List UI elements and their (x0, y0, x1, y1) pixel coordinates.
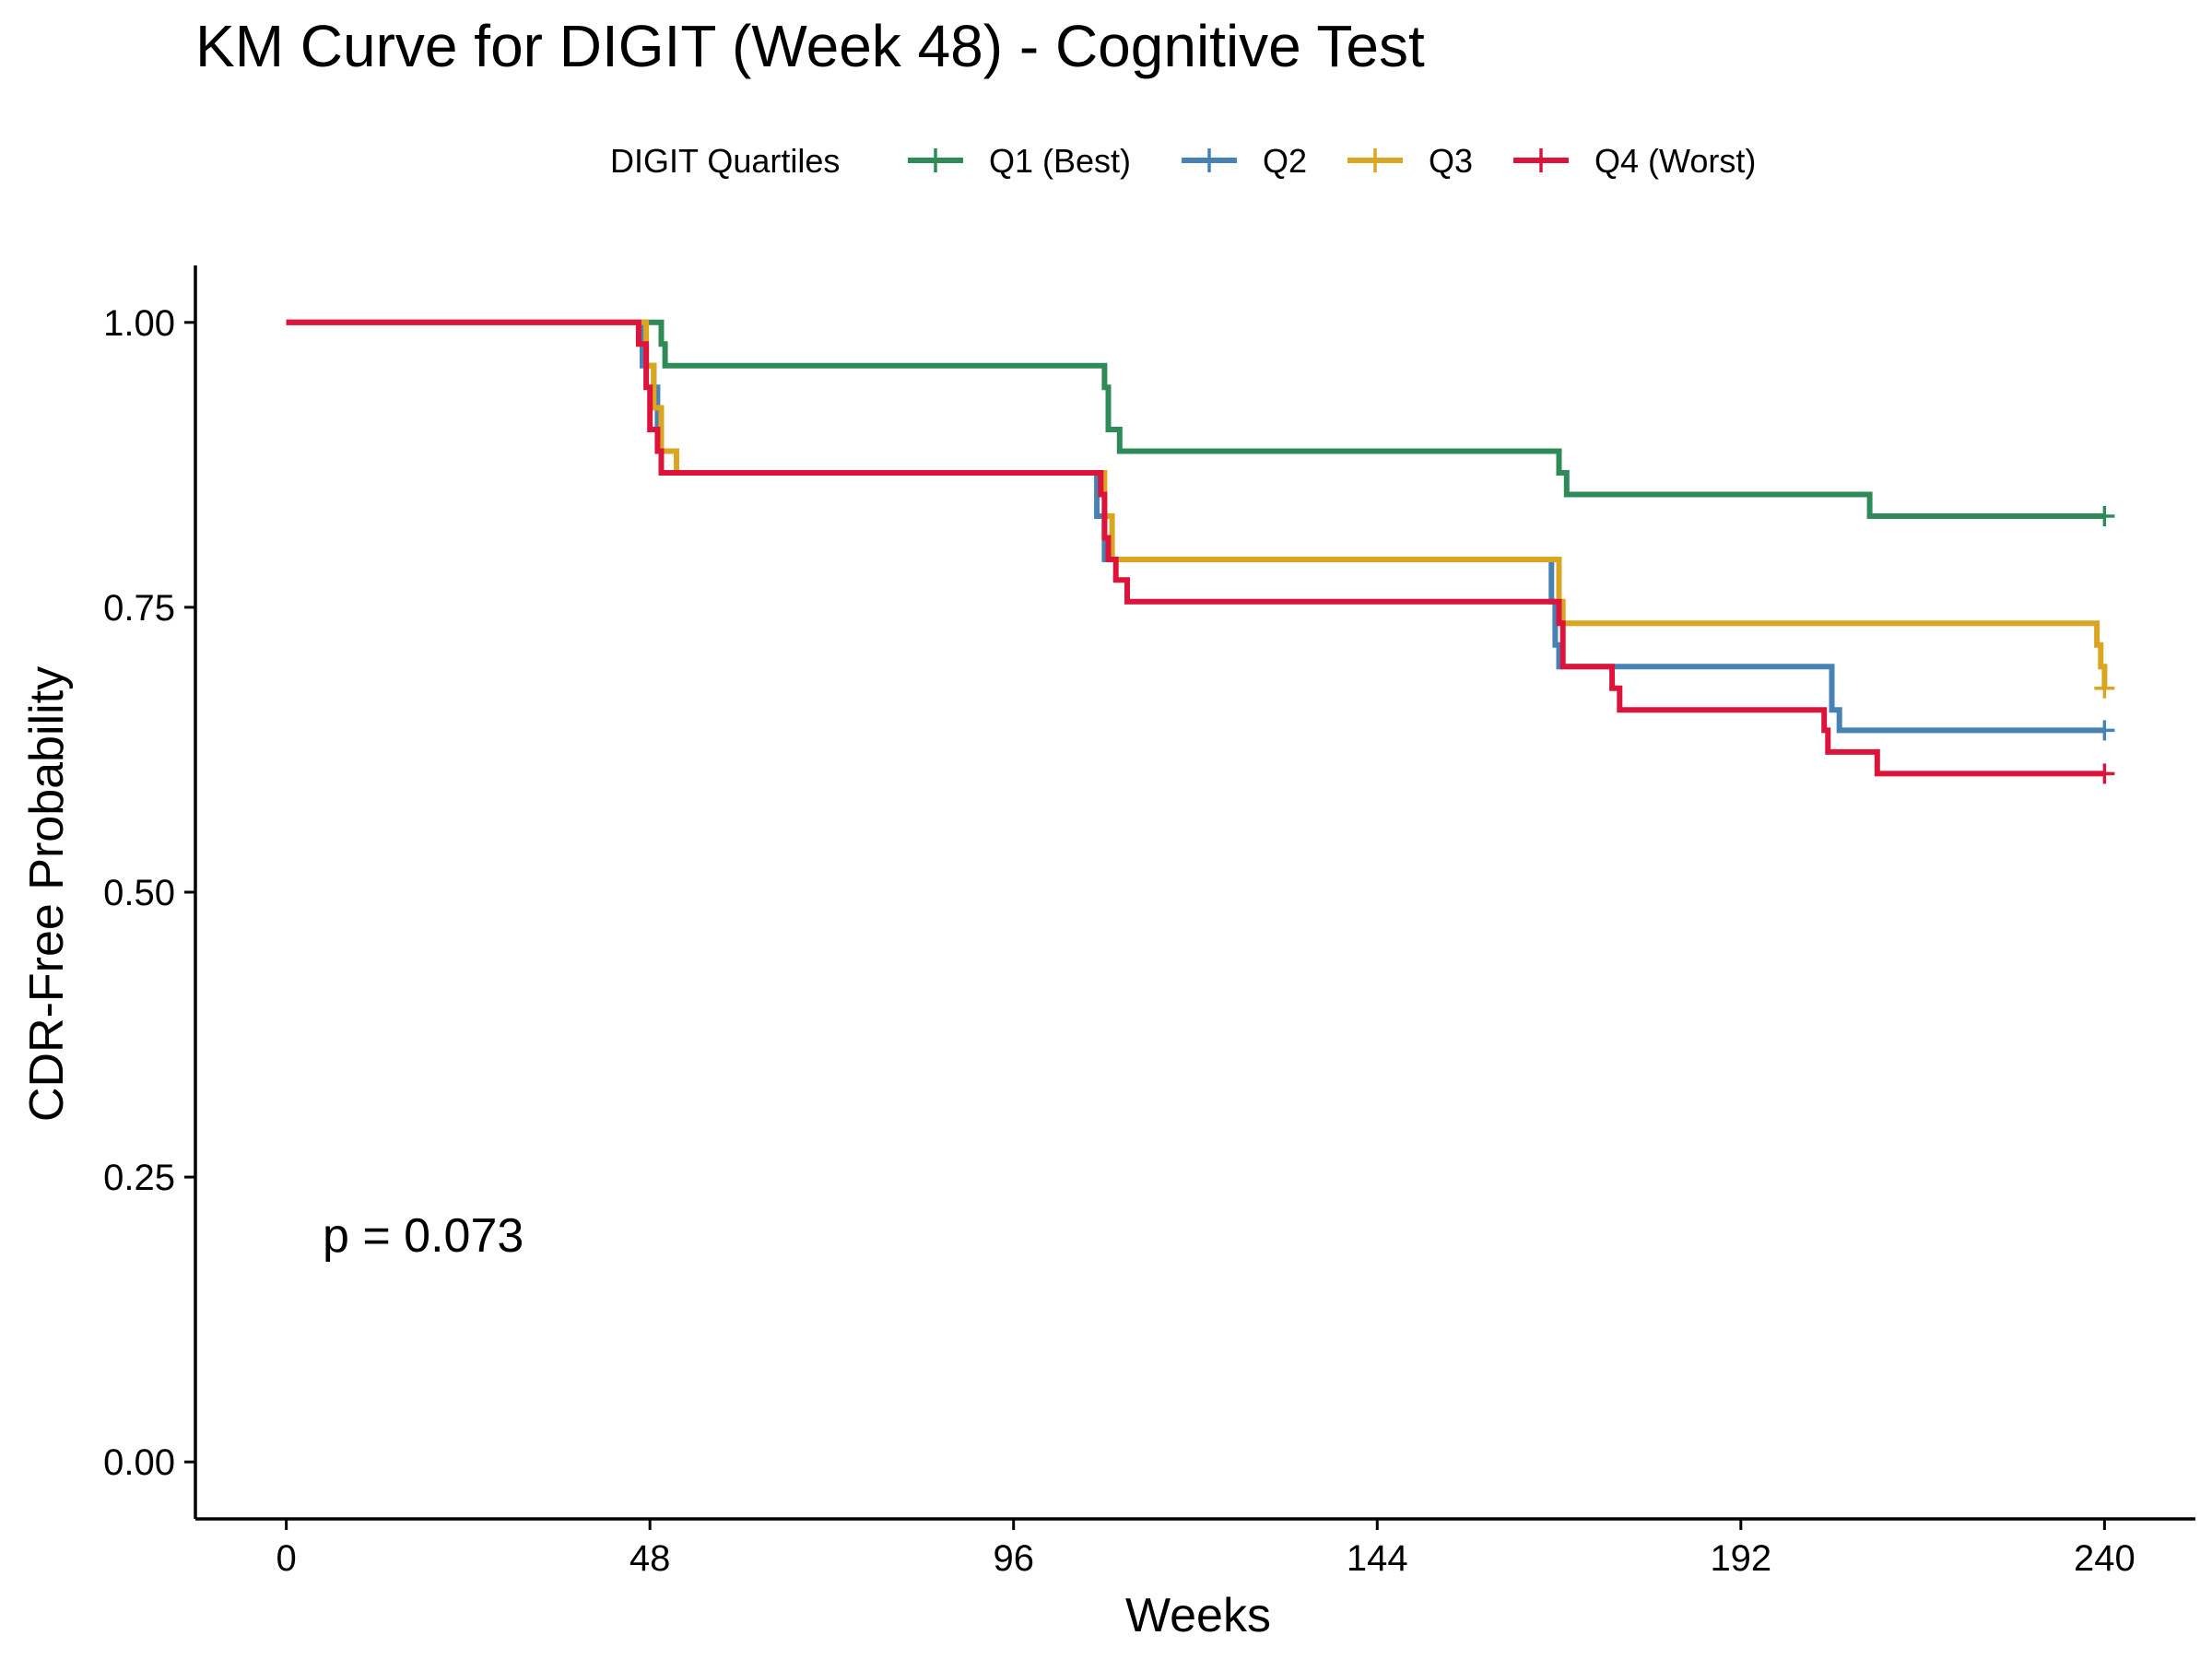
censor-mark-q1-best (2094, 506, 2115, 526)
y-axis-label: CDR-Free Probability (20, 666, 74, 1122)
legend-item-q3: Q3 (1347, 142, 1473, 180)
y-tick-label: 1.00 (103, 303, 175, 344)
legend-label: Q1 (Best) (989, 142, 1131, 180)
x-tick-label: 192 (1710, 1538, 1771, 1579)
series-q4-worst-line (286, 319, 2105, 777)
legend-label: Q3 (1429, 142, 1473, 180)
curves (286, 319, 2115, 784)
p-value-annotation: p = 0.073 (323, 1209, 524, 1263)
legend: DIGIT Quartiles Q1 (Best) Q2 Q3 Q4 (Worst) (610, 142, 1756, 180)
x-tick-label: 144 (1347, 1538, 1408, 1579)
censor-mark-q2 (2094, 720, 2115, 741)
legend-item-q1-best: Q1 (Best) (908, 142, 1131, 180)
censor-mark-q4-worst (2094, 763, 2115, 784)
series-q2-line (286, 319, 2105, 734)
x-tick-label: 48 (629, 1538, 671, 1579)
legend-item-q4-worst: Q4 (Worst) (1513, 142, 1756, 180)
legend-title: DIGIT Quartiles (610, 142, 840, 180)
legend-item-q2: Q2 (1182, 142, 1307, 180)
y-tick-label: 0.50 (103, 873, 175, 913)
series-q3-line (286, 319, 2108, 688)
series-q1-best-line (286, 319, 2105, 519)
legend-label: Q4 (Worst) (1594, 142, 1756, 180)
legend-label: Q2 (1263, 142, 1307, 180)
x-axis-label: Weeks (1125, 1589, 1271, 1642)
y-tick-label: 0.00 (103, 1442, 175, 1483)
chart-title: KM Curve for DIGIT (Week 48) - Cognitive… (195, 13, 1425, 79)
y-tick-label: 0.25 (103, 1158, 175, 1198)
axes: 0 48 96 144 192 240 0.00 0.25 0.50 0.75 1.00 (103, 265, 2195, 1579)
y-tick-label: 0.75 (103, 588, 175, 629)
x-tick-label: 0 (276, 1538, 297, 1579)
x-tick-label: 240 (2074, 1538, 2136, 1579)
x-tick-label: 96 (993, 1538, 1034, 1579)
censor-mark-q3 (2094, 677, 2115, 699)
